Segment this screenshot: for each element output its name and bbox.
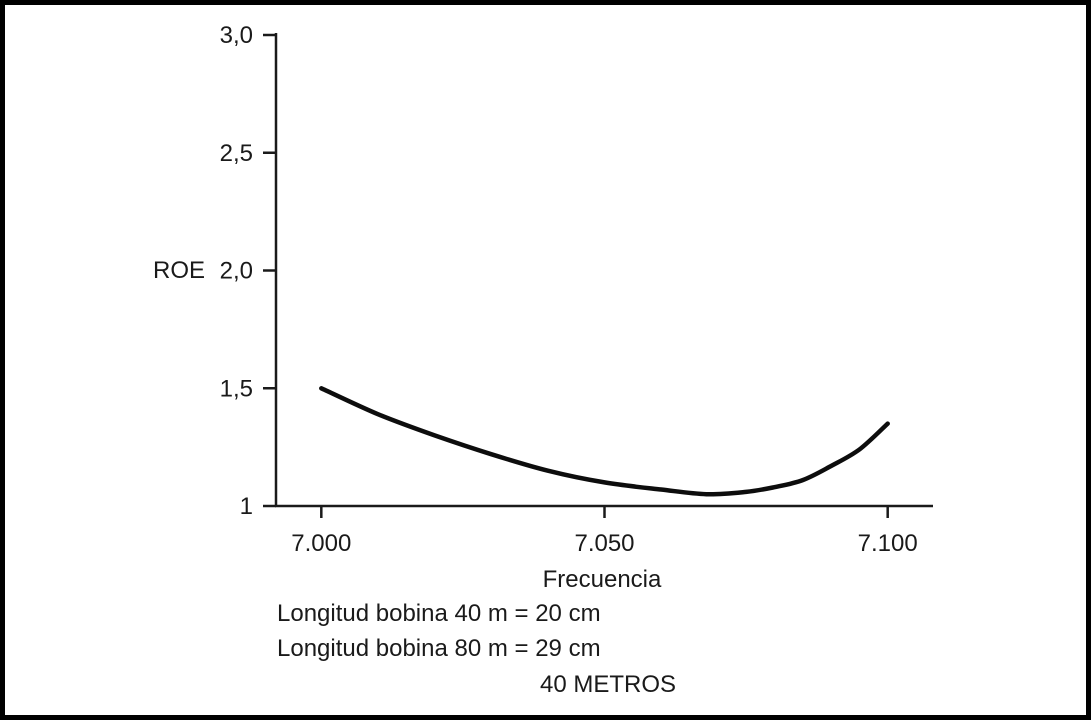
note-coil-80m: Longitud bobina 80 m = 29 cm [277,635,601,662]
y-tick-label: 1 [240,493,253,520]
roe-curve [319,386,890,497]
x-ticks: 7.000 7.050 7.100 [291,506,918,557]
y-tick-label: 1,5 [220,375,253,402]
y-tick-label: 3,0 [220,22,253,49]
x-tick-label: 7.050 [574,530,634,557]
note-coil-40m: Longitud bobina 40 m = 20 cm [277,600,601,627]
note-band: 40 METROS [540,671,676,698]
x-axis-label: Frecuencia [543,566,662,593]
y-tick-label: 2,0 [220,258,253,285]
y-axis-label: ROE [153,257,205,284]
axes [274,33,933,508]
series-group [319,386,890,497]
y-tick-label: 2,5 [220,140,253,167]
x-tick-label: 7.100 [858,530,918,557]
x-tick-label: 7.000 [291,530,351,557]
y-ticks: 1 1,5 2,0 2,5 3,0 [220,22,276,520]
